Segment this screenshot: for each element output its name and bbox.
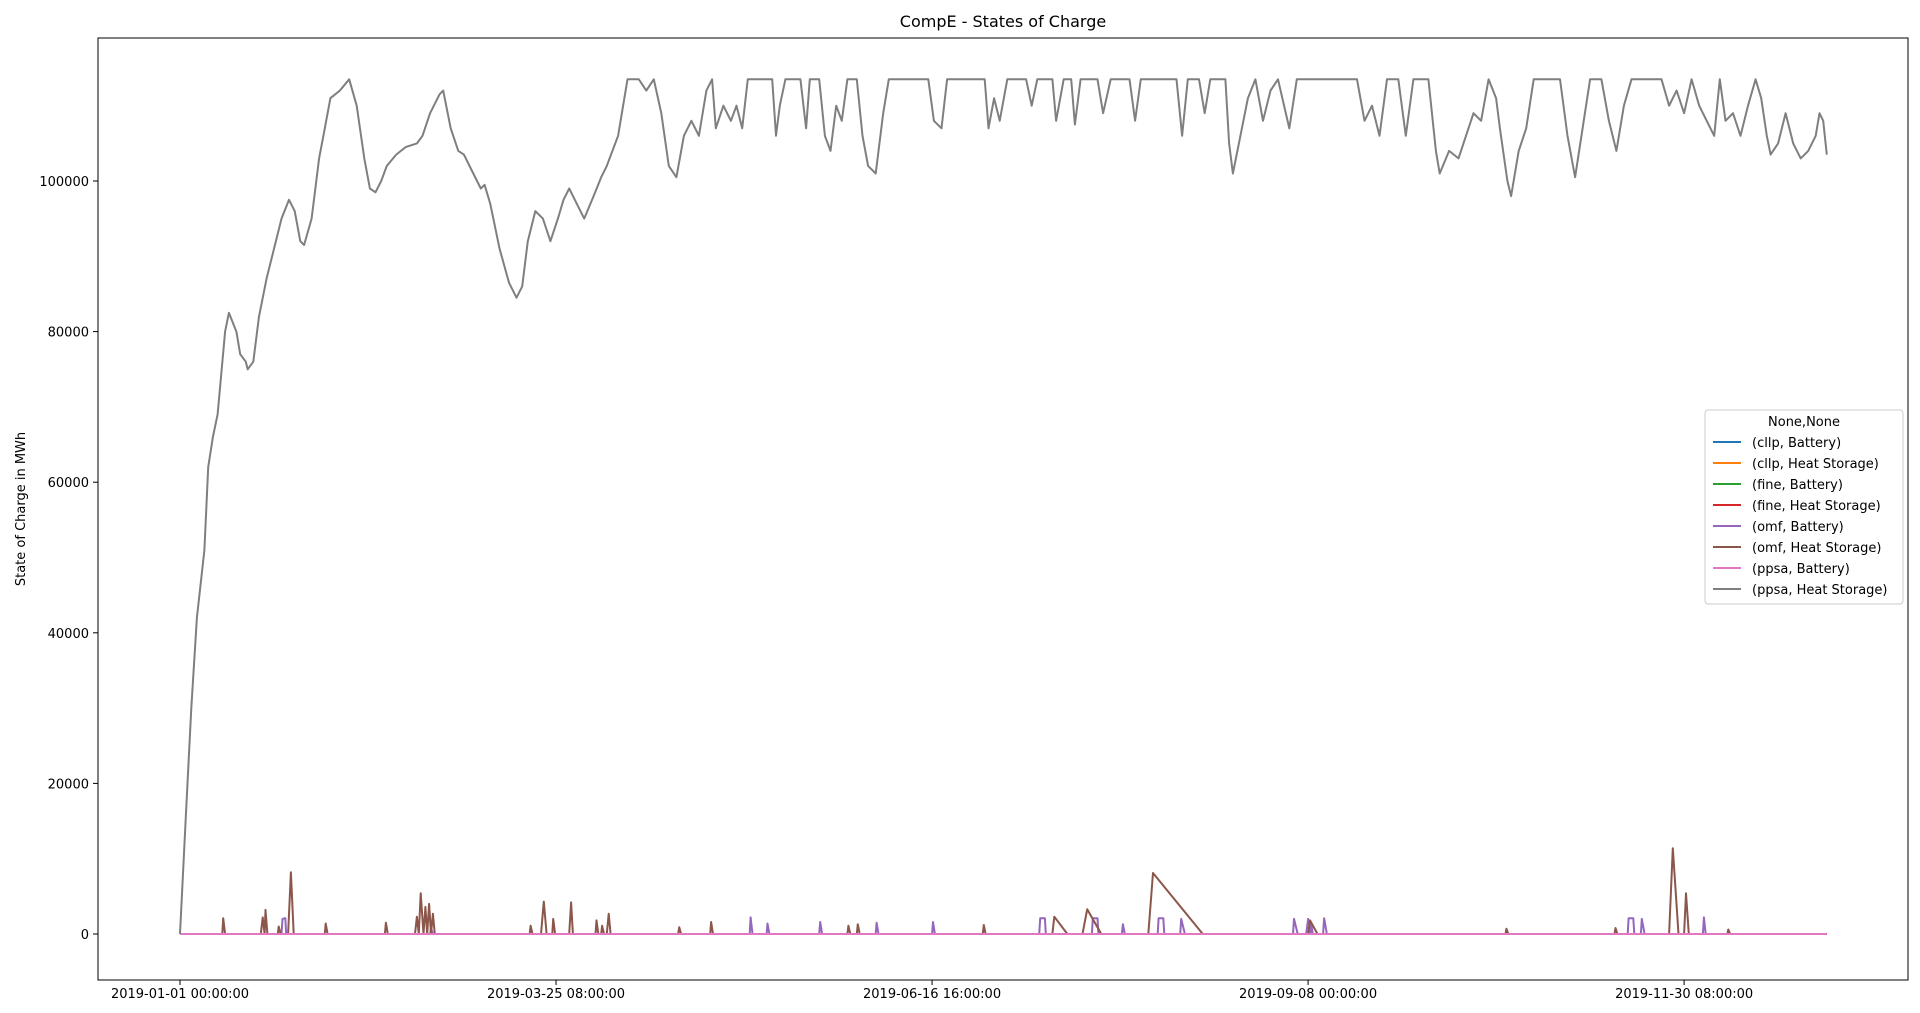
- x-tick-label: 2019-01-01 00:00:00: [111, 987, 249, 1002]
- legend-entry: (ppsa, Battery): [1752, 562, 1850, 577]
- legend: None,None (cllp, Battery) (cllp, Heat Sto…: [1704, 409, 1904, 605]
- legend-entry: (omf, Battery): [1752, 520, 1844, 535]
- legend-entry: (fine, Battery): [1752, 478, 1843, 493]
- legend-entry: (ppsa, Heat Storage): [1752, 583, 1887, 598]
- y-tick-label: 80000: [48, 326, 89, 341]
- y-tick-label: 20000: [48, 777, 89, 792]
- plot-frame: [97, 37, 1909, 981]
- legend-entry: (omf, Heat Storage): [1752, 541, 1881, 556]
- y-axis: 0 20000 40000 60000 80000 100000: [39, 175, 98, 943]
- y-tick-label: 0: [81, 928, 89, 943]
- legend-entry: (fine, Heat Storage): [1752, 499, 1881, 514]
- series-line-5: [180, 847, 1827, 935]
- legend-entry: (cllp, Battery): [1752, 436, 1841, 451]
- y-tick-label: 60000: [48, 476, 89, 491]
- series-lines: [179, 78, 1828, 935]
- legend-entry: (cllp, Heat Storage): [1752, 457, 1879, 472]
- chart-title: CompE - States of Charge: [900, 12, 1106, 31]
- y-tick-label: 40000: [48, 627, 89, 642]
- legend-title: None,None: [1768, 415, 1840, 430]
- y-tick-label: 100000: [39, 175, 89, 190]
- x-tick-label: 2019-11-30 08:00:00: [1615, 987, 1753, 1002]
- x-tick-label: 2019-03-25 08:00:00: [487, 987, 625, 1002]
- x-tick-label: 2019-06-16 16:00:00: [863, 987, 1001, 1002]
- series-line-7: [179, 78, 1828, 935]
- x-axis: 2019-01-01 00:00:00 2019-03-25 08:00:00 20…: [111, 980, 1753, 1002]
- x-tick-label: 2019-09-08 00:00:00: [1239, 987, 1377, 1002]
- legend-box: [1704, 409, 1904, 605]
- y-axis-label: State of Charge in MWh: [14, 432, 29, 586]
